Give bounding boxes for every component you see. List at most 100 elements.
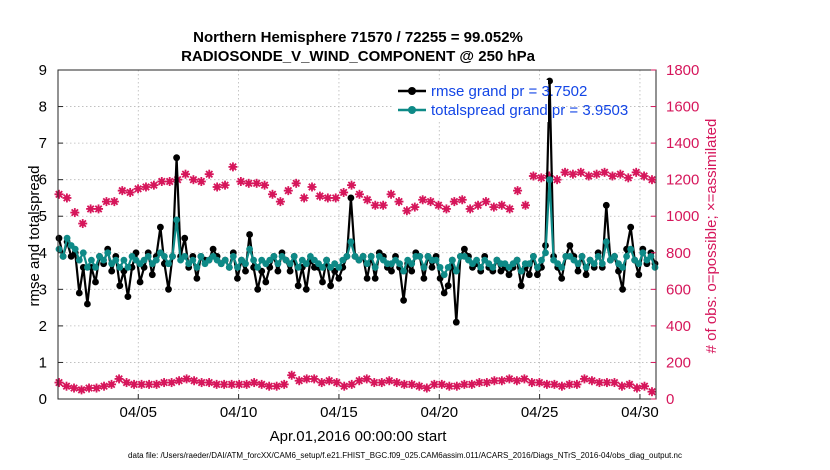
rmse-point [286, 267, 294, 275]
assimilated-point [107, 379, 117, 389]
totalspread-point [335, 264, 343, 271]
y-tick-label: 1 [39, 354, 47, 371]
rmse-point [92, 278, 99, 286]
possible-point [331, 193, 341, 203]
x-tick-label: 04/25 [521, 404, 559, 421]
y-tick-label: 5 [39, 208, 47, 225]
assimilated-point [459, 379, 469, 389]
possible-point [615, 169, 625, 179]
possible-point [410, 202, 420, 212]
totalspread-point [513, 256, 521, 264]
possible-point [252, 178, 262, 188]
possible-point [260, 180, 270, 190]
rmse-point [246, 231, 254, 238]
rmse-point [234, 275, 241, 282]
y-axis-label: rmse and totalspread [26, 166, 43, 307]
possible-point [133, 184, 143, 194]
assimilated-point [99, 381, 109, 391]
totalspread-point [542, 249, 549, 257]
rmse-point [602, 201, 610, 209]
totalspread-point [473, 256, 480, 264]
rmse-point [181, 234, 189, 242]
totalspread-point [639, 249, 647, 257]
y-tick-label: 2 [39, 318, 47, 335]
totalspread-point [363, 260, 371, 268]
totalspread-point [517, 267, 525, 275]
possible-point [62, 193, 72, 203]
assimilated-point [429, 379, 439, 389]
rmse-point [124, 293, 132, 300]
totalspread-point [623, 253, 630, 260]
possible-point [607, 171, 617, 181]
rmse-point [408, 267, 416, 275]
rmse-point [525, 271, 533, 279]
rmse-point [193, 275, 201, 282]
possible-point [101, 197, 111, 207]
totalspread-point [250, 256, 257, 264]
totalspread-point [173, 216, 181, 224]
possible-point [497, 200, 507, 210]
series-possible [54, 162, 657, 229]
assimilated-point [632, 383, 642, 393]
assimilated-point [264, 381, 274, 391]
totalspread-point [574, 260, 582, 268]
assimilated-point [647, 387, 657, 397]
assimilated-point [624, 379, 634, 389]
assimilated-point [407, 379, 417, 389]
possible-point [481, 197, 491, 207]
rmse-point [157, 223, 164, 231]
totalspread-point [635, 260, 643, 268]
assimilated-point [219, 379, 229, 389]
series-assimilated [54, 370, 657, 397]
possible-point [600, 167, 610, 177]
totalspread-point [578, 253, 586, 260]
totalspread-point [189, 256, 197, 264]
y-right-tick-label: 200 [666, 354, 691, 371]
rmse-point [148, 271, 156, 279]
totalspread-point [286, 260, 294, 268]
possible-point [426, 197, 436, 207]
possible-point [592, 169, 602, 179]
totalspread-point [538, 256, 545, 264]
possible-point [623, 173, 633, 183]
assimilated-point [362, 374, 372, 384]
assimilated-point [482, 378, 492, 388]
totalspread-point [75, 256, 83, 264]
possible-point [576, 167, 586, 177]
possible-point [228, 162, 238, 172]
totalspread-point [530, 253, 537, 260]
possible-point [283, 186, 293, 196]
assimilated-point [309, 374, 319, 384]
possible-point [631, 167, 641, 177]
totalspread-point [221, 256, 229, 264]
x-tick-label: 04/30 [621, 404, 659, 421]
possible-point [141, 182, 151, 192]
assimilated-point [504, 374, 514, 384]
assimilated-point [399, 379, 409, 389]
assimilated-point [527, 378, 537, 388]
rmse-point [302, 285, 310, 293]
possible-point [323, 193, 333, 203]
totalspread-point [124, 264, 132, 271]
possible-point [457, 195, 467, 205]
possible-point [536, 173, 546, 183]
rmse-point [254, 285, 262, 293]
y-right-tick-label: 1800 [666, 62, 699, 79]
assimilated-point [392, 378, 402, 388]
assimilated-point [497, 376, 507, 386]
possible-point [291, 178, 301, 188]
legend-box [392, 80, 548, 122]
y-tick-label: 0 [39, 391, 47, 408]
possible-point [267, 189, 277, 199]
totalspread-point [594, 253, 602, 260]
totalspread-point [71, 245, 79, 253]
assimilated-point [474, 378, 484, 388]
possible-point [473, 200, 483, 210]
rmse-point [582, 271, 590, 279]
totalspread-point [602, 238, 610, 246]
possible-point [204, 169, 214, 179]
assimilated-point [639, 381, 649, 391]
y-right-tick-label: 1600 [666, 99, 699, 116]
y-tick-label: 7 [39, 135, 47, 152]
totalspread-point [116, 264, 124, 271]
